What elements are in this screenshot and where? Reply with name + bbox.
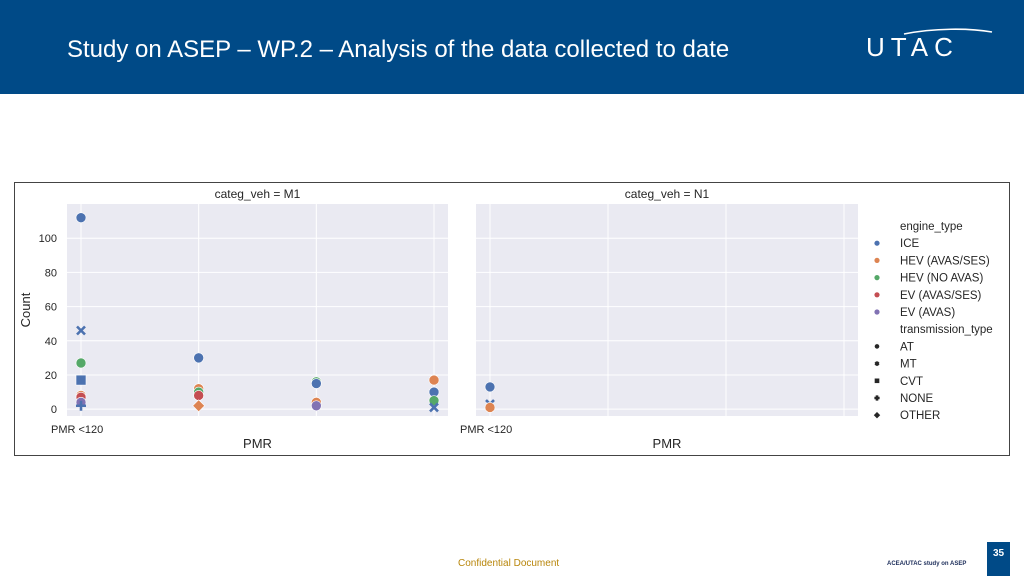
data-point xyxy=(484,381,496,393)
x-axis-label: PMR xyxy=(243,436,272,451)
legend-item: EV (AVAS/SES) xyxy=(900,290,982,302)
data-point xyxy=(484,402,496,413)
legend-marker xyxy=(874,257,880,263)
y-tick-label: 0 xyxy=(51,404,57,416)
panel-title: categ_veh = M1 xyxy=(215,187,301,201)
study-label: ACEA/UTAC study on ASEP xyxy=(887,561,967,567)
legend-item: OTHER xyxy=(900,410,940,422)
panel-title: categ_veh = N1 xyxy=(625,187,710,201)
data-point xyxy=(429,402,439,413)
legend-item: HEV (AVAS/SES) xyxy=(900,255,990,267)
plot-area xyxy=(476,204,858,416)
legend-marker xyxy=(872,411,882,420)
legend-item: MT xyxy=(900,359,917,371)
legend-title: engine_type xyxy=(900,221,963,233)
legend-marker xyxy=(874,309,880,315)
data-point xyxy=(311,378,322,389)
legend-marker xyxy=(874,240,880,246)
y-tick-label: 80 xyxy=(45,267,57,279)
x-tick-label: PMR <120 xyxy=(51,424,103,436)
data-point xyxy=(75,357,87,369)
slide-header: Study on ASEP – WP.2 – Analysis of the d… xyxy=(0,0,1024,94)
y-tick-label: 100 xyxy=(39,233,57,245)
legend-marker xyxy=(874,343,880,350)
chart-figure: categ_veh = M1 0 20 40 60 80 100 PMR <120 PMR cat… xyxy=(14,182,1010,456)
legend-item: HEV (NO AVAS) xyxy=(900,273,983,285)
y-axis-label: Count xyxy=(18,292,33,327)
legend-item: NONE xyxy=(900,393,934,405)
x-tick-label: PMR <120 xyxy=(460,424,512,436)
data-point xyxy=(428,395,440,406)
legend-item: CVT xyxy=(900,376,923,388)
legend-marker xyxy=(874,361,880,367)
data-point xyxy=(75,374,87,386)
legend-marker xyxy=(874,292,880,298)
scatter-chart: categ_veh = M1 0 20 40 60 80 100 PMR <120 PMR cat… xyxy=(18,187,993,451)
data-point xyxy=(75,212,87,223)
y-tick-label: 60 xyxy=(45,302,57,314)
confidential-label: Confidential Document xyxy=(458,558,560,569)
plot-area xyxy=(67,204,448,416)
utac-logo: UTAC xyxy=(866,28,993,60)
page-number-box: 35 xyxy=(987,542,1010,576)
legend-marker xyxy=(874,275,880,281)
data-point xyxy=(76,325,86,336)
data-point xyxy=(428,374,440,386)
legend-item: EV (AVAS) xyxy=(900,307,955,319)
legend-marker xyxy=(874,377,880,384)
y-tick-label: 20 xyxy=(45,370,57,382)
data-point xyxy=(192,399,206,413)
data-point xyxy=(76,400,86,411)
page-number: 35 xyxy=(992,548,1005,559)
data-point xyxy=(193,352,204,364)
legend-item: ICE xyxy=(900,238,920,250)
x-axis-label: PMR xyxy=(653,436,682,451)
legend-item: AT xyxy=(900,341,914,353)
legend-marker xyxy=(874,395,880,401)
slide-title: Study on ASEP – WP.2 – Analysis of the d… xyxy=(67,36,730,63)
data-point xyxy=(193,390,204,401)
data-point xyxy=(311,400,322,412)
logo-text: UTAC xyxy=(866,32,959,60)
legend-title: transmission_type xyxy=(900,324,993,336)
y-tick-label: 40 xyxy=(45,336,57,348)
